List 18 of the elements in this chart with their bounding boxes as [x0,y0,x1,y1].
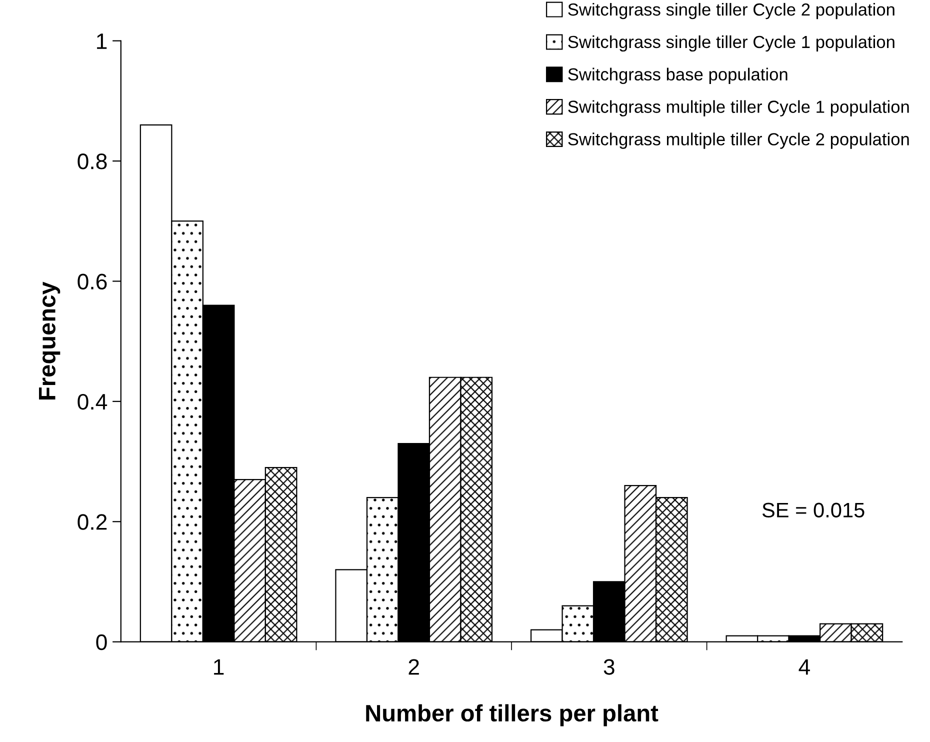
x-tick-label: 3 [604,659,614,675]
y-tick-label: 0.8 [78,154,107,170]
legend-label: Switchgrass base population [568,68,788,84]
y-tick-label: 0.4 [78,394,108,410]
legend-label: Switchgrass single tiller Cycle 1 population [568,35,894,52]
y-tick-label: 0.6 [78,274,107,290]
x-tick-label: 4 [798,659,810,675]
y-tick-label: 0.2 [78,514,107,530]
legend-label: Switchgrass multiple tiller Cycle 2 population [568,132,909,149]
y-axis-title: Frequency [39,282,60,400]
x-axis-title: Number of tillers per plant [366,704,658,726]
y-tick-label: 0 [96,634,107,650]
y-tick-label: 1 [97,34,107,49]
legend-label: Switchgrass single tiller Cycle 2 population [568,2,894,20]
x-tick-label: 1 [214,659,224,675]
legend-label: Switchgrass multiple tiller Cycle 1 population [568,100,909,116]
x-tick-label: 2 [408,659,419,675]
annotation: SE = 0.015 [762,502,864,518]
